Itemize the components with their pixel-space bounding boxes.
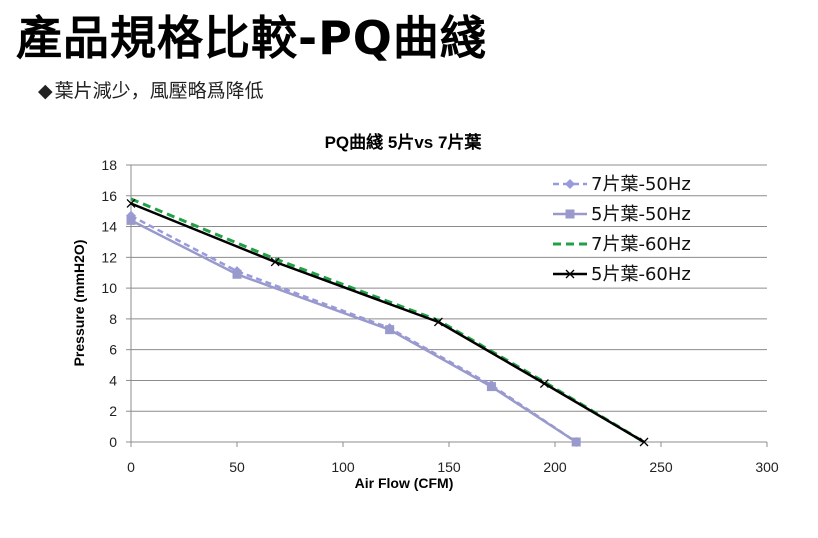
- bullet-diamond-icon: ◆: [38, 80, 53, 102]
- data-point: [571, 437, 581, 447]
- legend-item: 5片葉-50Hz: [553, 204, 691, 225]
- x-tick-label: 150: [437, 459, 461, 475]
- x-tick-label: 100: [331, 459, 355, 475]
- legend-marker: [565, 269, 575, 279]
- legend-label: 5片葉-60Hz: [591, 264, 691, 285]
- y-tick-label: 12: [101, 249, 117, 265]
- bullet-point: ◆ 葉片減少，風壓略爲降低: [38, 76, 264, 103]
- data-point: [270, 257, 280, 267]
- data-point: [539, 379, 549, 388]
- y-tick-label: 16: [101, 188, 117, 204]
- slide-title: 產品規格比較-PQ曲綫: [16, 11, 487, 65]
- y-axis-label: Pressure (mmH2O): [71, 240, 87, 367]
- data-point: [126, 199, 136, 208]
- legend-label: 5片葉-50Hz: [591, 204, 691, 225]
- series-line: [130, 197, 645, 444]
- y-tick-label: 8: [109, 311, 117, 327]
- data-point: [639, 437, 649, 447]
- x-tick-labels: 0 50 100 150 200 250 300: [127, 459, 779, 475]
- legend-item: 5片葉-60Hz: [553, 264, 691, 285]
- legend-label: 7片葉-50Hz: [591, 174, 691, 195]
- chart-title: PQ曲綫 5片vs 7片葉: [325, 132, 483, 152]
- x-axis-label: Air Flow (CFM): [355, 475, 454, 491]
- legend-label: 7片葉-60Hz: [591, 234, 691, 255]
- y-tick-label: 14: [101, 219, 117, 235]
- series-4: [126, 199, 649, 447]
- legend-marker: [565, 209, 575, 219]
- x-tick-label: 0: [127, 459, 135, 475]
- x-tick-label: 300: [755, 459, 779, 475]
- x-tick-label: 50: [229, 459, 245, 475]
- series-3: [130, 197, 645, 444]
- data-point: [126, 215, 136, 225]
- x-tick-label: 250: [649, 459, 673, 475]
- y-tick-label: 0: [109, 434, 117, 450]
- data-point: [486, 382, 496, 392]
- bullet-text: 葉片減少，風壓略爲降低: [54, 80, 264, 102]
- y-tick-label: 18: [101, 157, 117, 173]
- y-tick-label: 4: [109, 372, 117, 388]
- y-tick-label: 2: [109, 403, 117, 419]
- chart-legend: 7片葉-50Hz 5片葉-50Hz 7片葉-60Hz 5片葉-60Hz: [553, 174, 691, 285]
- data-point: [385, 325, 395, 335]
- series-line: [130, 219, 577, 444]
- data-point: [433, 317, 443, 327]
- legend-item: 7片葉-50Hz: [553, 174, 691, 195]
- y-tick-label: 6: [109, 342, 117, 358]
- series-line: [130, 202, 645, 444]
- y-tick-label: 10: [101, 280, 117, 296]
- legend-item: 7片葉-60Hz: [553, 234, 691, 255]
- y-tick-labels: 0 2 4 6 8 10 12 14 16 18: [101, 157, 117, 450]
- chart-grid: [131, 164, 767, 412]
- series-2: [126, 215, 581, 447]
- data-point: [232, 269, 242, 279]
- chart-series: [126, 197, 649, 447]
- x-tick-label: 200: [543, 459, 567, 475]
- legend-marker: [565, 179, 575, 189]
- series-line: [130, 214, 577, 444]
